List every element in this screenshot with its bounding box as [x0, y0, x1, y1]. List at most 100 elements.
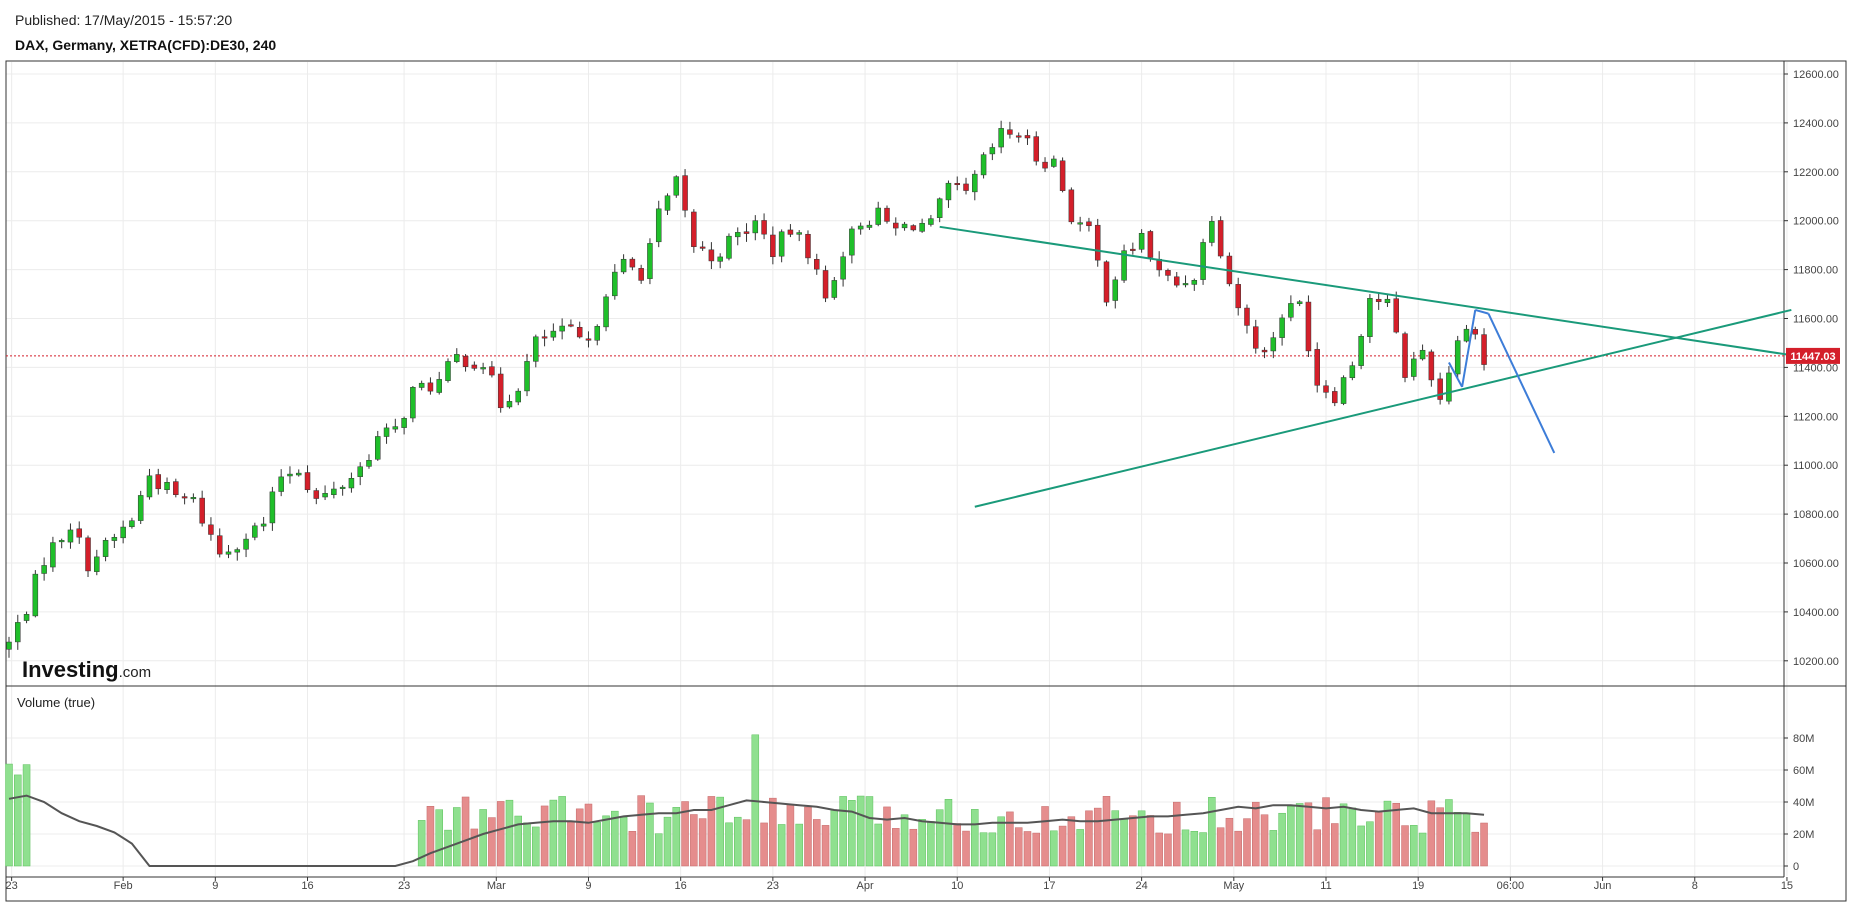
candle-up	[392, 426, 399, 430]
volume-bar-down	[637, 795, 645, 867]
volume-bar-up	[944, 799, 953, 867]
volume-bar-down	[883, 806, 891, 867]
price-tick-label: 11000.00	[1793, 460, 1838, 472]
volume-bar-down	[804, 806, 812, 867]
volume-bar-down	[821, 825, 830, 867]
candle-up	[506, 401, 513, 408]
candle-down	[541, 336, 548, 339]
candlesticks	[6, 120, 1487, 658]
volume-bar-up	[1278, 812, 1286, 867]
time-tick-label: 24	[1135, 880, 1147, 892]
candle-up	[752, 220, 759, 234]
time-tick-label: 19	[1412, 880, 1424, 892]
candle-up	[383, 427, 390, 437]
volume-bar-down	[1032, 832, 1041, 867]
volume-bar-down	[1260, 814, 1269, 867]
candle-up	[928, 218, 934, 225]
volume-bar-up	[532, 826, 540, 867]
price-tick-label: 12600.00	[1793, 69, 1839, 81]
volume-bar-down	[470, 828, 479, 867]
candle-up	[137, 495, 144, 521]
candle-up	[102, 540, 109, 557]
volume-tick-label: 80M	[1793, 733, 1814, 745]
volume-bar-up	[602, 815, 610, 867]
trendlines[interactable]	[939, 225, 1792, 508]
candle-down	[1332, 391, 1338, 404]
candle-up	[1051, 158, 1057, 167]
published-timestamp: Published: 17/May/2015 - 15:57:20	[15, 12, 233, 28]
volume-bar-up	[1366, 821, 1374, 867]
volume-bar-down	[1067, 816, 1076, 867]
price-tick-label: 10600.00	[1793, 558, 1839, 570]
volume-bar-up	[1357, 825, 1365, 867]
volume-bar-down	[1392, 803, 1400, 867]
volume-bar-up	[848, 800, 856, 867]
candle-down	[1042, 161, 1048, 169]
candle-up	[840, 256, 846, 280]
volume-bar-up	[1269, 830, 1278, 867]
volume-bar-up	[971, 809, 979, 867]
candle-up	[120, 526, 126, 539]
volume-bar-down	[813, 819, 821, 867]
price-tick-label: 11200.00	[1793, 411, 1838, 423]
volume-bar-down	[742, 819, 751, 867]
candle-up	[1112, 279, 1119, 301]
projection-line[interactable]	[1448, 308, 1556, 454]
candle-down	[1481, 334, 1487, 365]
volume-bar-down	[962, 830, 970, 867]
candle-up	[550, 330, 557, 338]
candle-up	[1411, 358, 1417, 377]
projection-segment	[1474, 308, 1489, 315]
candle-down	[85, 537, 91, 572]
candle-down	[884, 207, 890, 222]
volume-bar-down	[681, 801, 689, 867]
candle-up	[260, 523, 267, 527]
candle-down	[216, 535, 223, 555]
candle-down	[629, 258, 636, 268]
volume-bar-up	[716, 796, 724, 867]
time-tick-label: May	[1223, 880, 1244, 892]
candle-down	[427, 382, 434, 392]
candle-up	[94, 556, 100, 572]
candle-down	[1103, 261, 1110, 303]
volume-bar-up	[1120, 818, 1128, 867]
volume-bar-down	[1093, 807, 1102, 867]
candle-down	[1323, 385, 1329, 393]
price-tick-label: 12000.00	[1793, 216, 1839, 228]
candle-down	[893, 222, 899, 229]
time-tick-label: 11	[1320, 880, 1331, 892]
candle-up	[6, 641, 12, 650]
time-tick-label: 9	[212, 880, 218, 892]
candle-down	[1253, 326, 1259, 349]
candle-down	[1393, 298, 1399, 333]
candle-down	[638, 268, 644, 281]
candle-up	[1419, 349, 1426, 360]
volume-bar-up	[1208, 797, 1216, 867]
volume-bar-up	[654, 833, 663, 867]
candle-up	[849, 228, 855, 256]
volume-bar-up	[839, 796, 847, 867]
volume-bar-up	[1287, 806, 1295, 867]
volume-bar-down	[1436, 807, 1444, 867]
candle-up	[190, 497, 197, 500]
candle-up	[322, 493, 328, 498]
volume-tick-label: 40M	[1793, 797, 1814, 809]
candle-up	[225, 551, 232, 555]
candle-up	[866, 224, 873, 228]
candle-up	[734, 232, 741, 238]
candle-down	[462, 355, 469, 368]
candle-up	[454, 354, 460, 362]
time-tick-label: 16	[301, 880, 313, 892]
volume-bar-down	[1041, 806, 1049, 867]
candle-down	[691, 211, 697, 247]
volume-bar-up	[549, 799, 558, 867]
volume-bar-up	[927, 821, 935, 867]
time-tick-label: 23	[767, 880, 779, 892]
candle-down	[576, 327, 583, 338]
current-price-label: 11447.03	[1790, 351, 1835, 363]
candle-up	[331, 488, 337, 495]
volume-bar-down	[690, 814, 698, 867]
volume-bars	[5, 734, 1488, 867]
support-trendline	[974, 308, 1792, 508]
